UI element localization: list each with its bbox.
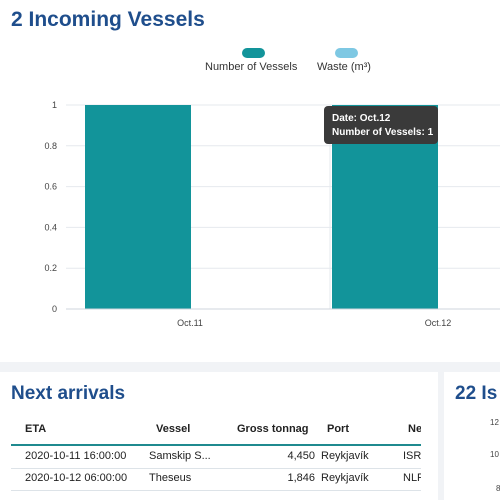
table-cell-next: ISRE [403,450,421,462]
table-cell-eta: 2020-10-12 06:00:00 [25,472,128,484]
side-chart-title: 22 Is [455,383,498,404]
panel-gutter [438,372,444,500]
y-tick-label: 0 [52,304,57,314]
table-cell-gross-tonnage: 1,846 [287,472,315,484]
table-cell-vessel[interactable]: Samskip S... [149,450,211,462]
table-cell-eta: 2020-10-11 16:00:00 [25,450,127,462]
table-row-divider [11,490,421,491]
y-tick-label: 0.8 [44,141,57,151]
y-tick-label: 0.6 [44,182,57,192]
y-tick-label: 1 [52,100,57,110]
table-row-divider [11,468,421,469]
side-chart-tick: 12 [490,418,499,427]
column-header-gross-tonnage[interactable]: Gross tonnage [237,423,309,435]
side-chart-panel: 22 Is 12 10 8 [444,372,500,500]
y-tick-label: 0.4 [44,222,57,232]
y-tick-label: 0.2 [44,263,57,273]
column-header-next[interactable]: Ne [408,423,421,435]
legend-swatch-waste [335,48,358,58]
incoming-vessels-title: 2 Incoming Vessels [11,8,205,31]
table-cell-vessel[interactable]: Theseus [149,472,192,484]
table-cell-next: NLR [403,472,421,484]
x-tick-label: Oct.12 [425,318,452,328]
bar-number-of-vessels [85,105,191,309]
table-cell-port: Reykjavík [321,450,369,462]
side-chart-tick: 10 [490,450,499,459]
column-header-port[interactable]: Port [327,423,349,435]
arrivals-table: ETA Vessel Gross tonnage Port Ne 2020-10… [11,416,421,500]
chart-tooltip: Date: Oct.12 Number of Vessels: 1 [324,106,438,144]
tooltip-vessels: Number of Vessels: 1 [332,127,434,138]
column-header-vessel[interactable]: Vessel [156,423,191,435]
next-arrivals-title: Next arrivals [11,383,126,404]
legend-swatch-vessels [242,48,265,58]
table-cell-gross-tonnage: 4,450 [287,450,315,462]
incoming-vessels-panel: 2 Incoming Vessels Number of Vessels Was… [11,8,500,328]
column-header-eta[interactable]: ETA [25,423,47,435]
panel-divider [0,362,500,372]
legend-label-waste: Waste (m³) [317,61,371,73]
table-header-divider [11,444,421,446]
x-tick-label: Oct.11 [177,318,203,328]
table-cell-port: Reykjavík [321,472,369,484]
next-arrivals-panel: Next arrivals ETA Vessel Gross tonnage P… [0,372,438,500]
side-chart-tick: 8 [496,484,500,493]
legend-label-vessels: Number of Vessels [205,61,298,73]
tooltip-date: Date: Oct.12 [332,113,391,124]
